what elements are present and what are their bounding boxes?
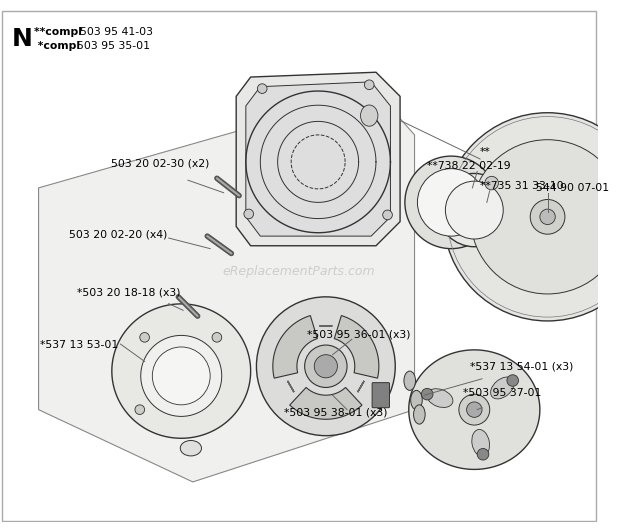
Text: 503 95 41-03: 503 95 41-03 xyxy=(80,27,153,37)
Text: *503 95 37-01: *503 95 37-01 xyxy=(463,388,541,398)
Polygon shape xyxy=(112,304,250,438)
Circle shape xyxy=(153,347,210,405)
Text: **compl: **compl xyxy=(33,27,86,37)
Ellipse shape xyxy=(404,371,415,390)
Ellipse shape xyxy=(526,201,547,232)
Ellipse shape xyxy=(414,405,425,424)
Text: *537 13 53-01: *537 13 53-01 xyxy=(40,340,119,350)
Polygon shape xyxy=(273,315,317,378)
Circle shape xyxy=(383,210,392,220)
Circle shape xyxy=(471,140,620,294)
Ellipse shape xyxy=(490,377,514,399)
Ellipse shape xyxy=(180,440,202,456)
Circle shape xyxy=(140,332,149,342)
Circle shape xyxy=(422,388,433,400)
Text: 503 20 02-20 (x4): 503 20 02-20 (x4) xyxy=(69,229,168,239)
Circle shape xyxy=(365,80,374,89)
Text: *503 95 38-01 (x3): *503 95 38-01 (x3) xyxy=(285,408,388,418)
Circle shape xyxy=(244,209,254,219)
Circle shape xyxy=(304,345,347,387)
Ellipse shape xyxy=(472,429,490,456)
Circle shape xyxy=(443,113,620,321)
Text: *537 13 54-01 (x3): *537 13 54-01 (x3) xyxy=(471,361,574,371)
Circle shape xyxy=(540,209,556,225)
Text: 503 20 02-30 (x2): 503 20 02-30 (x2) xyxy=(111,159,209,169)
Polygon shape xyxy=(290,387,362,419)
Text: *compl: *compl xyxy=(33,41,84,52)
Circle shape xyxy=(141,335,222,417)
Ellipse shape xyxy=(361,105,378,126)
Text: eReplacementParts.com: eReplacementParts.com xyxy=(223,265,375,278)
Polygon shape xyxy=(236,72,400,246)
Text: **735 31 33-10: **735 31 33-10 xyxy=(480,181,564,191)
Circle shape xyxy=(485,193,495,202)
Circle shape xyxy=(405,156,497,248)
Polygon shape xyxy=(334,315,379,378)
Text: *503 20 18-18 (x3): *503 20 18-18 (x3) xyxy=(77,287,180,297)
Text: **738 22 02-19: **738 22 02-19 xyxy=(427,161,511,171)
Circle shape xyxy=(445,181,503,239)
Circle shape xyxy=(212,332,222,342)
Text: 503 95 35-01: 503 95 35-01 xyxy=(77,41,150,52)
Circle shape xyxy=(467,402,482,418)
FancyBboxPatch shape xyxy=(372,383,389,408)
Ellipse shape xyxy=(410,390,422,410)
Circle shape xyxy=(314,355,337,378)
Ellipse shape xyxy=(427,389,453,408)
Circle shape xyxy=(599,239,612,253)
Circle shape xyxy=(417,169,485,236)
Circle shape xyxy=(257,297,396,436)
Circle shape xyxy=(530,200,565,234)
Polygon shape xyxy=(409,350,540,469)
Circle shape xyxy=(257,84,267,94)
Circle shape xyxy=(485,176,498,190)
Circle shape xyxy=(459,394,490,425)
Circle shape xyxy=(438,173,511,247)
Circle shape xyxy=(477,448,489,460)
Text: *503 95 36-01 (x3): *503 95 36-01 (x3) xyxy=(306,329,410,339)
Text: N: N xyxy=(12,27,32,51)
Circle shape xyxy=(507,375,518,386)
Polygon shape xyxy=(38,92,415,482)
Circle shape xyxy=(135,405,144,414)
Text: 544 90 07-01: 544 90 07-01 xyxy=(536,183,609,193)
Polygon shape xyxy=(246,82,391,236)
Text: **: ** xyxy=(480,147,491,157)
